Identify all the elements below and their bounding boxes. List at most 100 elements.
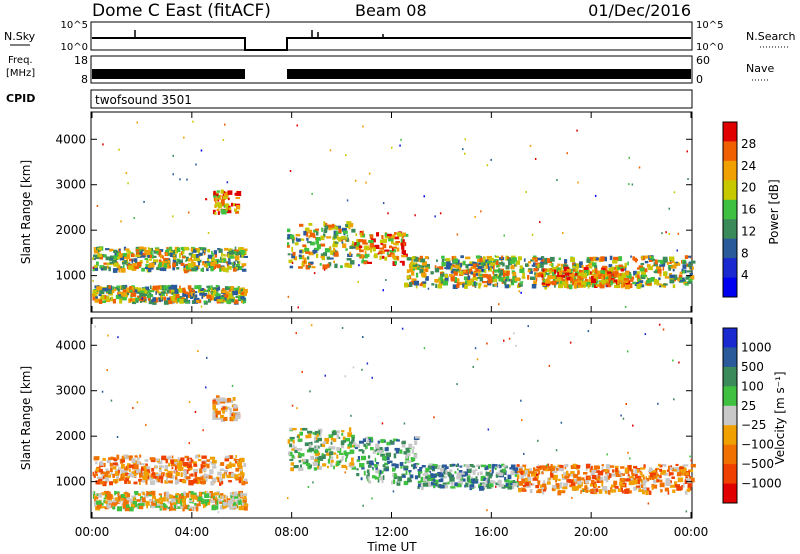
echo-cell <box>468 479 473 484</box>
echo-cell <box>128 298 132 303</box>
echo-cell <box>320 255 325 259</box>
echo-cell <box>689 475 691 479</box>
echo-cell <box>460 255 464 259</box>
echo-cell <box>535 277 538 282</box>
echo-cell <box>316 457 320 460</box>
echo-cell <box>211 250 213 255</box>
echo-cell <box>542 489 547 492</box>
echo-cell <box>659 468 662 472</box>
nsky-label: N.Sky <box>4 30 36 43</box>
echo-cell <box>441 464 447 468</box>
echo-speckle <box>464 138 466 141</box>
echo-cell <box>439 485 445 489</box>
echo-cell <box>467 280 473 286</box>
echo-cell <box>563 482 569 487</box>
echo-cell <box>112 268 118 273</box>
echo-cell <box>385 456 390 460</box>
echo-cell <box>392 254 396 259</box>
echo-cell <box>564 279 569 285</box>
echo-cell <box>219 501 223 504</box>
echo-cell <box>502 274 505 278</box>
echo-cell <box>447 481 450 485</box>
echo-cell <box>402 475 406 478</box>
echo-cell <box>591 474 597 480</box>
echo-cell <box>412 446 415 449</box>
echo-speckle <box>537 464 540 467</box>
echo-cell <box>134 491 139 494</box>
echo-speckle <box>673 398 675 401</box>
echo-cell <box>518 481 524 486</box>
echo-cell <box>213 194 217 198</box>
echo-cell <box>595 269 597 274</box>
echo-cell <box>151 467 155 472</box>
echo-cell <box>408 472 411 475</box>
echo-cell <box>410 457 416 462</box>
echo-cell <box>479 277 484 282</box>
echo-cell <box>484 465 489 470</box>
echo-cell <box>305 459 309 464</box>
echo-cell <box>182 506 185 512</box>
echo-cell <box>434 265 437 269</box>
echo-cell <box>427 478 433 481</box>
echo-speckle <box>577 181 579 184</box>
echo-speckle <box>117 336 119 339</box>
echo-cell <box>360 249 364 253</box>
echo-cell <box>394 463 399 469</box>
echo-cell <box>504 477 507 481</box>
echo-cell <box>387 253 392 258</box>
echo-cell <box>341 455 344 461</box>
echo-cell <box>557 478 561 481</box>
echo-cell <box>625 478 631 482</box>
echo-cell <box>489 483 494 488</box>
echo-cell <box>573 269 577 272</box>
echo-cell <box>401 242 404 247</box>
echo-cell <box>663 272 665 275</box>
echo-cell <box>287 242 290 247</box>
echo-speckle <box>486 342 488 345</box>
echo-speckle <box>344 375 346 378</box>
echo-cell <box>175 493 179 498</box>
echo-cell <box>167 260 171 264</box>
echo-cell <box>142 499 146 503</box>
echo-cell <box>289 451 293 457</box>
echo-cell <box>440 468 444 473</box>
echo-cell <box>179 506 183 509</box>
echo-cell <box>131 458 136 463</box>
echo-cell <box>498 262 503 265</box>
echo-cell <box>362 242 368 245</box>
echo-cell <box>550 268 556 272</box>
echo-cell <box>524 466 526 471</box>
echo-cell <box>174 289 179 294</box>
echo-cell <box>105 296 110 301</box>
echo-cell <box>423 482 429 487</box>
echo-cell <box>555 279 561 281</box>
echo-cell <box>363 470 366 476</box>
echo-speckle <box>644 333 647 336</box>
echo-cell <box>97 468 103 473</box>
echo-cell <box>205 502 208 506</box>
echo-cell <box>135 297 140 301</box>
echo-cell <box>430 271 434 275</box>
echo-cell <box>421 262 427 266</box>
echo-cell <box>585 463 591 469</box>
echo-cell <box>231 262 233 265</box>
echo-cell <box>442 482 447 485</box>
echo-cell <box>587 264 590 267</box>
echo-cell <box>441 255 445 259</box>
echo-cell <box>199 468 203 474</box>
echo-cell <box>236 461 242 465</box>
echo-cell <box>649 278 655 282</box>
echo-cell <box>588 490 591 493</box>
echo-cell <box>531 284 537 289</box>
echo-cell <box>229 293 233 298</box>
echo-cell <box>646 477 650 482</box>
echo-cell <box>232 264 235 269</box>
echo-cell <box>153 255 157 258</box>
echo-cell <box>441 261 446 267</box>
echo-cell <box>388 238 394 242</box>
echo-cell <box>601 486 608 491</box>
echo-cell <box>520 475 524 479</box>
echo-cell <box>235 255 240 261</box>
echo-cell <box>219 477 223 481</box>
echo-cell <box>361 230 364 236</box>
